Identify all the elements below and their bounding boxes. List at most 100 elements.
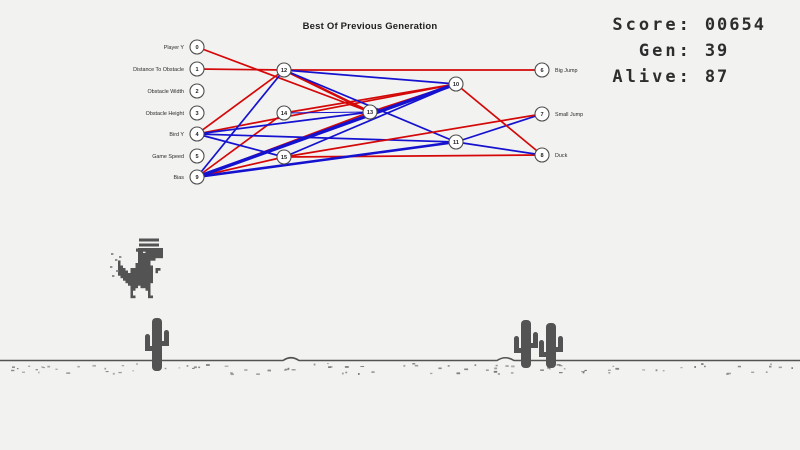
ground-speckle: [430, 372, 433, 375]
dino-pixels: [130, 270, 153, 274]
ground-speckle: [655, 369, 658, 372]
network-node-3: 3 Obstacle Height: [146, 105, 205, 121]
ground-speckle: [121, 365, 125, 367]
ground-speckle: [105, 371, 109, 373]
node-number: 4: [195, 132, 199, 138]
network-node-10: 10: [448, 76, 464, 92]
ground-speckle: [345, 371, 348, 374]
ground-speckle: [42, 367, 45, 369]
ground-line: [0, 356, 800, 362]
ground-speckle: [198, 366, 201, 369]
ground-speckle: [206, 364, 210, 366]
ground-speckle: [704, 365, 706, 368]
dino-pixels: [148, 295, 153, 299]
ground-speckle: [612, 365, 615, 367]
connection-1-12: [196, 68, 285, 71]
dino-pixels: [123, 278, 153, 281]
ground-speckle: [559, 372, 563, 374]
dino-pixels: [130, 285, 138, 289]
ground-speckles: [11, 363, 793, 376]
dino-pixels: [130, 293, 133, 296]
node-number: 3: [195, 111, 198, 117]
network-node-1: 1 Distance To Obstacle: [133, 61, 205, 77]
ground-speckle: [193, 366, 197, 369]
ground-speckle: [438, 367, 442, 370]
connection-4-15: [196, 133, 285, 158]
ground-speckle: [608, 372, 611, 374]
node-number: 12: [281, 68, 287, 74]
connection-15-7: [283, 113, 543, 158]
ground-speckle: [694, 366, 696, 368]
ground-speckle: [581, 371, 585, 373]
dust-particle: [112, 275, 115, 277]
ground-speckle: [547, 367, 551, 369]
ground-speckle: [556, 364, 561, 366]
connection-11-8: [455, 141, 543, 156]
node-number: 9: [195, 175, 198, 181]
cactus-right-joint: [529, 343, 538, 348]
network-node-4: 4 Bird Y: [169, 126, 205, 142]
dino-pixels: [130, 288, 136, 291]
cactus-1: [514, 320, 538, 368]
network-node-15: 15: [276, 149, 292, 165]
ground-speckle: [256, 373, 260, 375]
ground-speckle: [104, 367, 107, 370]
dust-particle: [115, 259, 118, 261]
node-circle: [276, 105, 292, 121]
connection-0-13: [196, 46, 371, 113]
dino-pixels: [138, 258, 156, 261]
node-circle: [189, 126, 205, 142]
network-node-7: 7 Small Jump: [534, 106, 583, 122]
dino-pixels: [128, 283, 151, 286]
dino-pixels: [130, 295, 136, 299]
node-circle: [448, 134, 464, 150]
connection-14-13: [283, 111, 371, 114]
ground-speckle: [559, 365, 563, 367]
network-node-8: 8 Duck: [534, 147, 568, 163]
ground-speckle: [118, 371, 122, 374]
dust-particle: [119, 256, 122, 258]
ground-speckle: [164, 367, 167, 370]
ground-speckle: [412, 363, 416, 365]
dino-hat-brim: [136, 248, 162, 252]
network-node-5: 5 Game Speed: [152, 148, 205, 164]
ground-speckle: [344, 366, 349, 368]
node-circle: [189, 148, 205, 164]
ground-speckle: [511, 365, 515, 368]
score-panel: Score: 00654 Gen: 39 Alive: 87: [612, 15, 766, 87]
node-circle: [534, 106, 550, 122]
ground-speckle: [642, 369, 646, 371]
node-circle: [276, 62, 292, 78]
network-edges: [195, 46, 543, 179]
node-circle: [448, 76, 464, 92]
ground-speckle: [770, 363, 772, 365]
node-circle: [534, 62, 550, 78]
ground-speckle: [701, 363, 704, 365]
ground-speckle: [493, 370, 498, 373]
ground-speckle: [192, 367, 195, 369]
network-node-0: 0 Player Y: [164, 39, 205, 55]
connection-4-11: [196, 133, 457, 143]
dino-pixels: [148, 293, 151, 296]
node-circle: [189, 105, 205, 121]
dino-pixels: [138, 250, 143, 254]
ground-speckle: [327, 363, 329, 365]
node-label: Small Jump: [555, 112, 583, 118]
connection-12-13: [282, 68, 372, 114]
ground-speckle: [584, 369, 587, 371]
ground-speckle: [360, 366, 365, 367]
ground-speckle: [497, 373, 500, 375]
ground-speckle: [12, 366, 15, 368]
node-number: 5: [195, 154, 198, 160]
node-circle: [189, 169, 205, 185]
ground-speckle: [267, 369, 271, 372]
ground-speckle: [284, 368, 289, 371]
cactus-2: [539, 323, 563, 368]
ground-speckle: [28, 365, 31, 367]
dino-pixels: [138, 260, 151, 264]
network-node-2: 2 Obstacle Width: [147, 83, 205, 99]
ground-speckle: [485, 369, 489, 371]
node-circle: [189, 39, 205, 55]
ground-speckle: [112, 372, 115, 375]
